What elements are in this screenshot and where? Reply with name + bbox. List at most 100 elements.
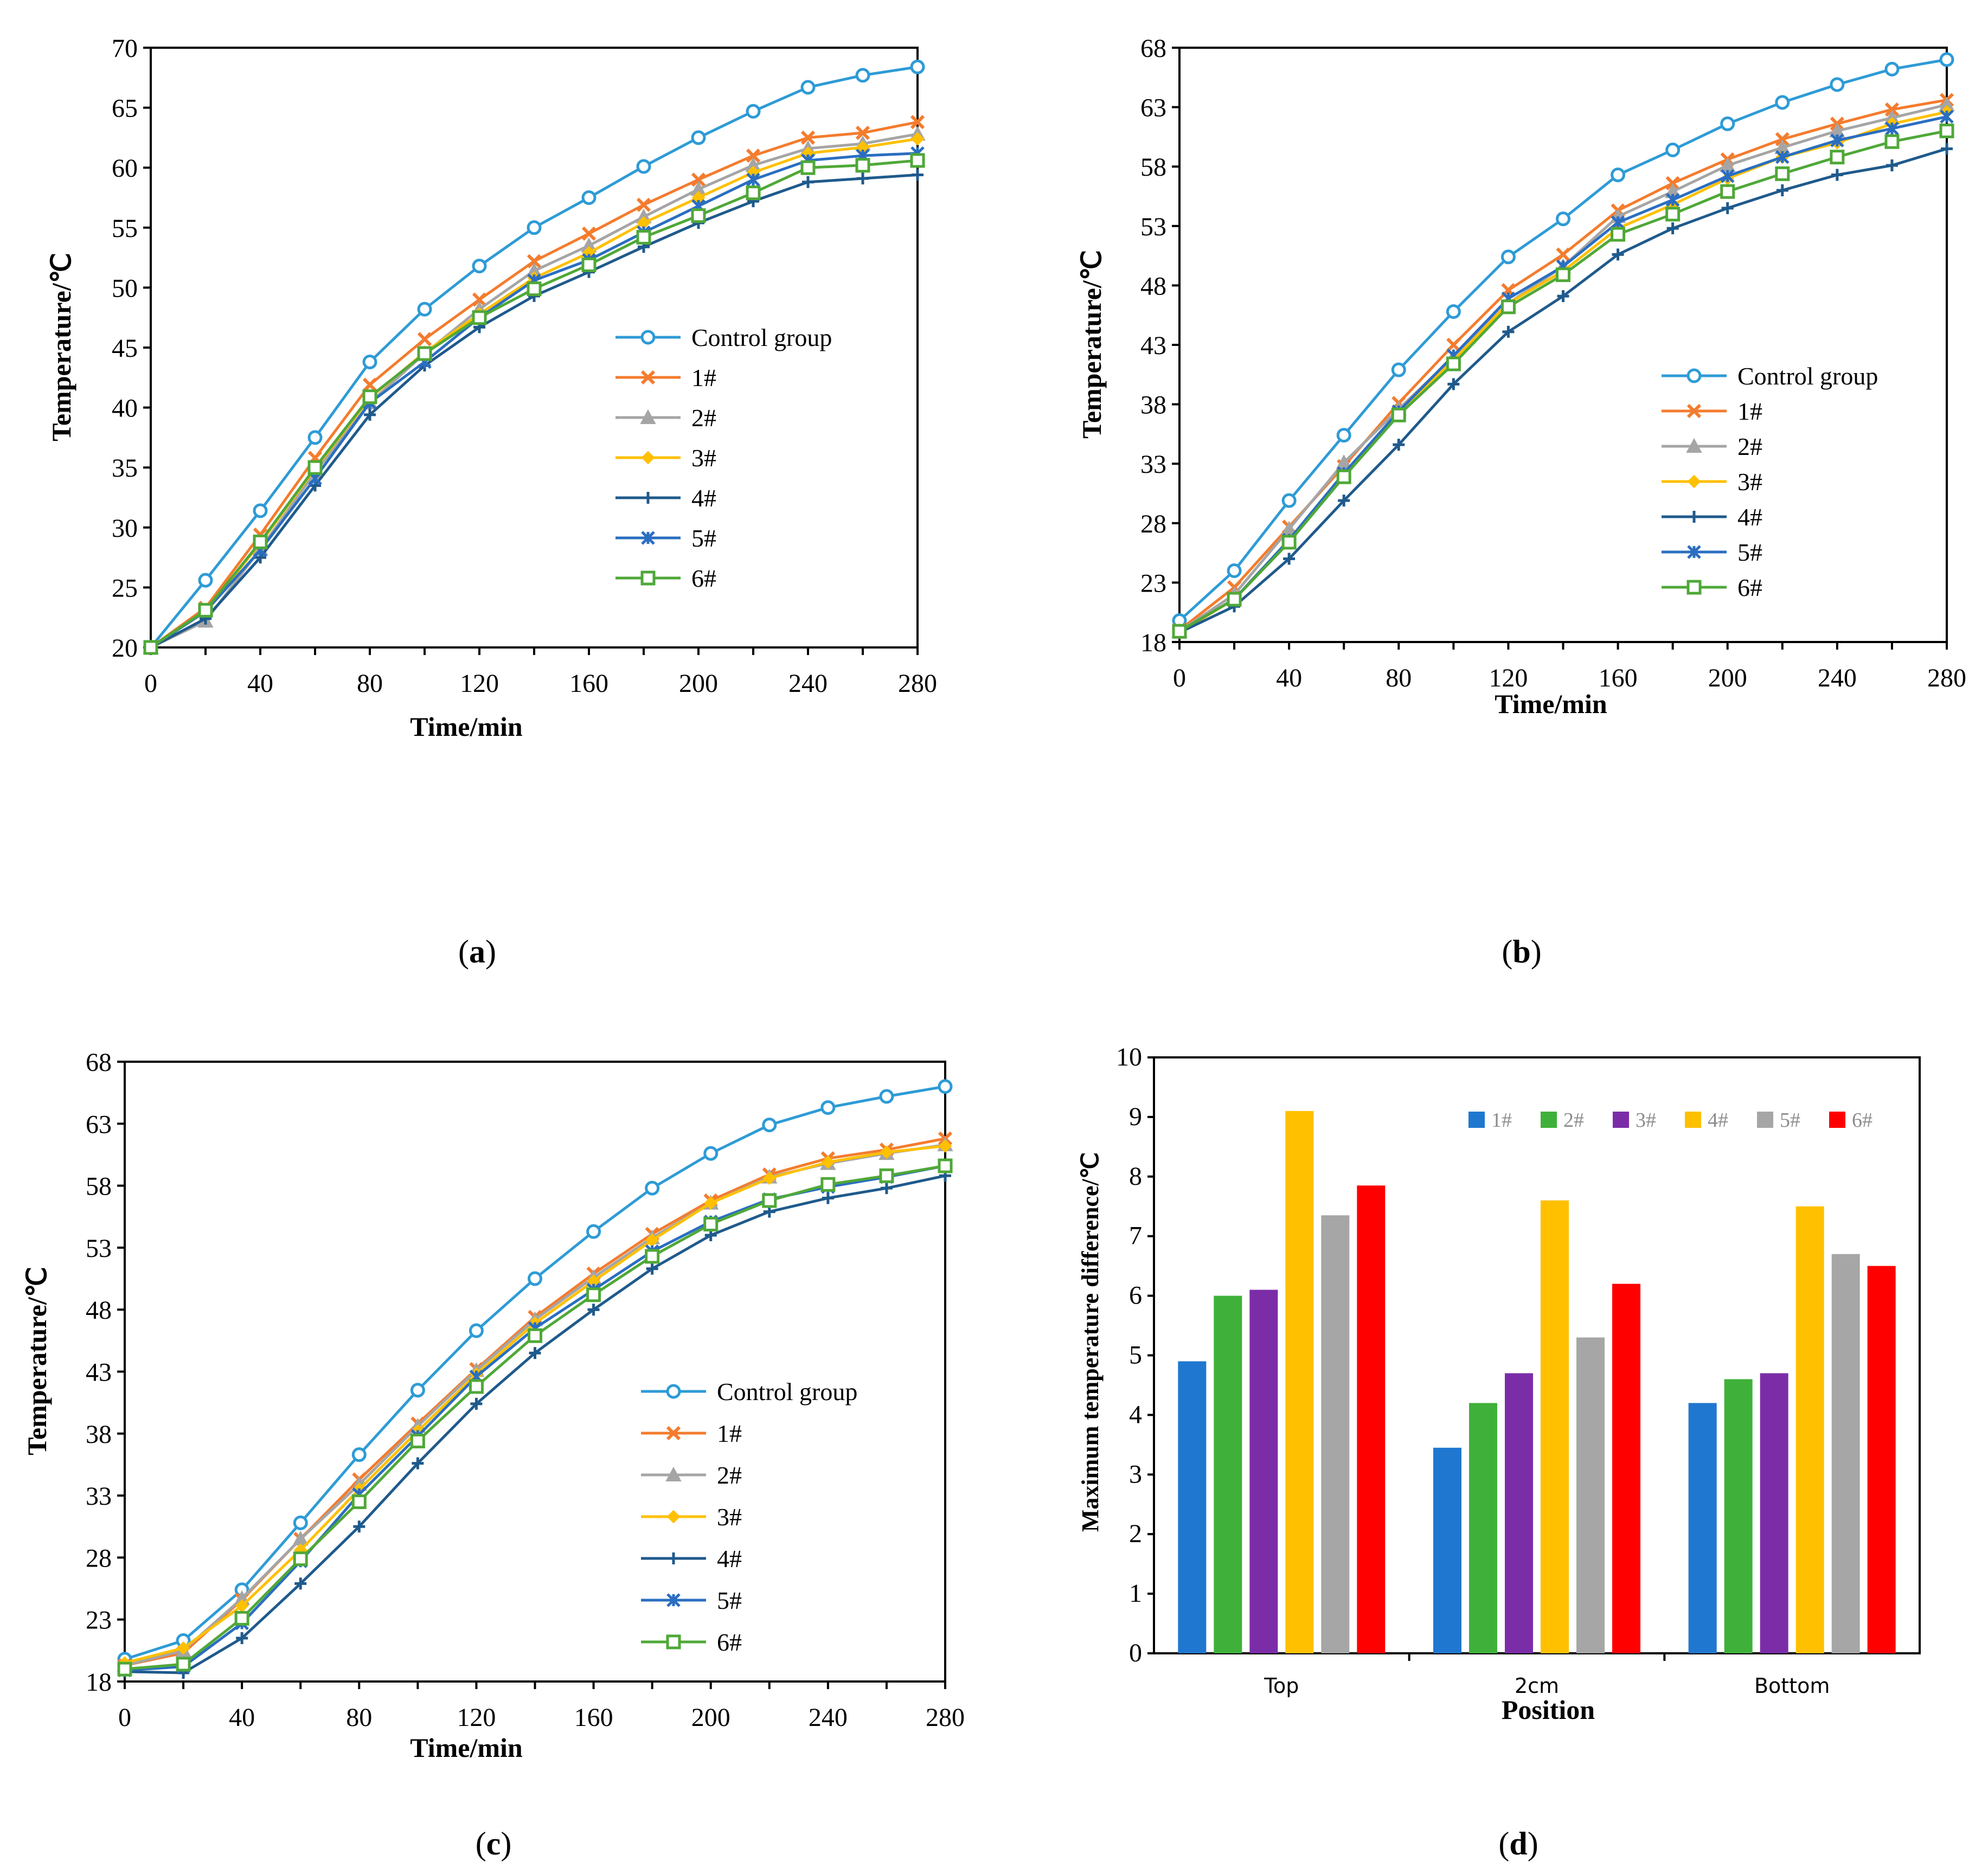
legend-item: 2# — [1541, 1109, 1584, 1132]
y-axis-title: Temperature/℃ — [22, 1267, 52, 1455]
square-marker — [640, 570, 656, 586]
bar — [1760, 1373, 1788, 1653]
square-marker — [879, 1168, 894, 1183]
y-tick-label: 5 — [1129, 1341, 1142, 1370]
square-marker — [746, 185, 761, 201]
circle-marker — [910, 59, 925, 74]
plus-marker — [587, 1304, 600, 1316]
x-tick-label: 120 — [460, 669, 499, 698]
plus-marker — [412, 1457, 424, 1469]
star-marker — [1830, 133, 1844, 147]
square-marker — [1720, 184, 1735, 199]
legend-label: 1# — [691, 364, 716, 392]
series-0 — [117, 1079, 953, 1667]
series-6 — [143, 153, 925, 655]
legend-label: 2# — [1737, 433, 1762, 460]
circle-marker — [1227, 563, 1242, 578]
x-tick-label: 240 — [788, 669, 828, 698]
bar — [1612, 1283, 1640, 1653]
circle-marker — [762, 1118, 777, 1133]
plus-marker — [1502, 325, 1515, 338]
plus-marker — [1447, 378, 1460, 390]
legend-label: 5# — [1737, 538, 1762, 566]
square-marker — [143, 640, 158, 655]
square-marker — [1391, 407, 1406, 422]
x-axis-title: Time/min — [1495, 689, 1607, 719]
legend-label: 6# — [1737, 574, 1762, 601]
y-tick-label: 18 — [1140, 628, 1166, 657]
bar — [1688, 1403, 1717, 1653]
y-tick-label: 23 — [1140, 569, 1166, 598]
legend-item: 2# — [641, 1461, 742, 1489]
x-marker — [1665, 176, 1680, 191]
legend-item: 5# — [641, 1587, 742, 1614]
x-axis-title: Time/min — [410, 711, 523, 742]
plus-marker — [470, 1397, 483, 1410]
legend-item: 1# — [1468, 1109, 1512, 1132]
x-marker — [1556, 247, 1570, 262]
circle-marker — [351, 1447, 367, 1462]
square-marker — [472, 310, 487, 325]
legend-item: 6# — [1829, 1109, 1872, 1132]
square-marker — [198, 602, 213, 618]
circle-marker — [417, 301, 432, 317]
circle-marker — [879, 1089, 894, 1104]
x-tick-label: 280 — [926, 1703, 965, 1732]
circle-marker — [410, 1383, 425, 1398]
square-marker — [1336, 469, 1351, 484]
legend-label: 6# — [1852, 1109, 1872, 1132]
square-marker — [1830, 150, 1845, 165]
circle-marker — [1665, 143, 1681, 158]
legend-item: 3# — [1662, 468, 1762, 496]
legend-item: 4# — [641, 1545, 742, 1573]
series-6 — [117, 1158, 953, 1677]
square-marker — [528, 1328, 542, 1343]
circle-marker — [820, 1100, 836, 1115]
y-tick-label: 38 — [1140, 391, 1166, 420]
circle-marker — [703, 1146, 719, 1161]
x-tick-label: 40 — [1276, 664, 1302, 692]
circle-marker — [1336, 428, 1351, 443]
x-tick-label: 280 — [898, 669, 937, 698]
plus-marker — [1338, 495, 1350, 507]
y-tick-label: 63 — [1140, 94, 1166, 123]
legend-label: 5# — [717, 1587, 742, 1614]
circle-marker — [636, 159, 651, 174]
diamond-marker — [880, 1145, 894, 1159]
circle-marker — [469, 1323, 484, 1338]
diamond-marker — [1687, 474, 1701, 489]
square-marker — [1686, 580, 1702, 595]
circle-marker — [1391, 362, 1406, 377]
diamond-marker — [938, 1139, 952, 1153]
square-marker — [855, 158, 870, 173]
star-marker — [666, 1593, 681, 1607]
plus-marker — [1886, 159, 1898, 172]
star-marker — [1611, 215, 1625, 229]
legend-item: 5# — [615, 524, 716, 552]
chart-panel-a: Time/min Temperature/℃ (a) 20 25 30 35 40 45 5… — [46, 34, 937, 970]
circle-marker — [691, 130, 706, 145]
legend-label: 4# — [1708, 1109, 1728, 1132]
legend-item: Control group — [641, 1378, 857, 1406]
x-tick-label: 80 — [346, 1703, 372, 1732]
triangle-marker — [640, 409, 656, 424]
legend-label: 2# — [1563, 1109, 1584, 1132]
legend-label: 4# — [691, 484, 716, 512]
diamond-marker — [762, 1171, 777, 1185]
panel-label: (c) — [476, 1826, 512, 1862]
circle-marker — [1775, 95, 1790, 110]
square-marker — [362, 389, 377, 405]
y-tick-label: 68 — [1140, 34, 1166, 63]
series-4 — [119, 1170, 951, 1679]
y-tick-label: 2 — [1129, 1519, 1142, 1548]
legend-label: Control group — [1737, 362, 1878, 390]
star-marker — [1687, 545, 1701, 559]
legend-item: 1# — [1662, 397, 1762, 425]
x-marker — [910, 115, 925, 130]
circle-marker — [746, 104, 761, 119]
x-tick-label: 80 — [1386, 664, 1412, 692]
x-marker — [636, 197, 651, 212]
category-label: 2cm — [1515, 1674, 1559, 1698]
diamond-marker — [176, 1641, 190, 1655]
